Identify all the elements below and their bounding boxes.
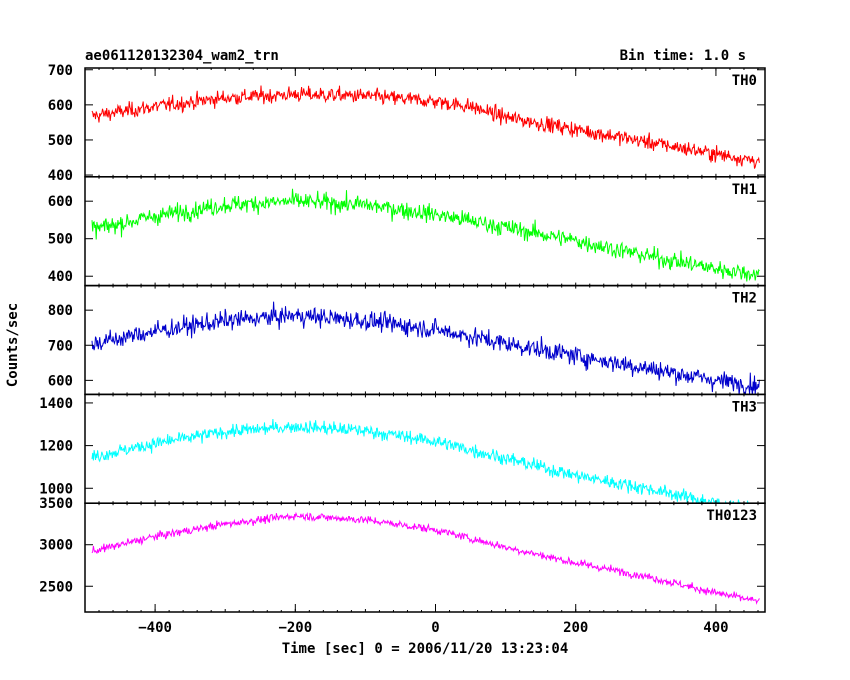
panel-th1: 400 500 600 TH1 bbox=[48, 176, 766, 287]
y-tick-label: 800 bbox=[48, 303, 73, 319]
series-label-th0: TH0 bbox=[732, 73, 757, 89]
panel-frame bbox=[84, 393, 766, 504]
bin-time-label: Bin time: 1.0 s bbox=[620, 48, 746, 64]
panel-th0: 400 500 600 700 TH0 bbox=[48, 63, 766, 184]
panel-frame bbox=[84, 176, 766, 287]
series-label-th1: TH1 bbox=[732, 182, 757, 198]
y-tick-label: 3500 bbox=[39, 496, 73, 512]
y-tick-label: 400 bbox=[48, 269, 73, 285]
y-tick-label: 600 bbox=[48, 194, 73, 210]
y-tick-label: 400 bbox=[48, 168, 73, 184]
y-axis-label: Counts/sec bbox=[5, 303, 21, 387]
chart-title: ae061120132304_wam2_trn bbox=[85, 48, 279, 64]
y-tick-label: 700 bbox=[48, 338, 73, 354]
x-tick-label: 200 bbox=[563, 620, 588, 636]
y-tick-label: 2500 bbox=[39, 579, 73, 595]
series-line-th3 bbox=[91, 418, 752, 504]
y-tick-label: 1400 bbox=[39, 396, 73, 412]
panel-frame bbox=[84, 67, 766, 178]
series-line-th0 bbox=[91, 85, 760, 169]
y-tick-label: 600 bbox=[48, 373, 73, 389]
panel-frame bbox=[84, 502, 766, 613]
x-tick-label: 0 bbox=[431, 620, 439, 636]
series-label-th3: TH3 bbox=[732, 399, 757, 415]
series-label-th2: TH2 bbox=[732, 291, 757, 307]
panels-group: 400 500 600 700 TH0 400 500 600 TH1 600 700 800 TH2 1… bbox=[39, 63, 766, 636]
panel-frame bbox=[84, 284, 766, 396]
y-tick-label: 500 bbox=[48, 232, 73, 248]
panel-th3: 1000 1200 1400 TH3 bbox=[39, 393, 766, 504]
y-tick-label: 600 bbox=[48, 98, 73, 114]
y-tick-label: 1000 bbox=[39, 481, 73, 497]
panel-th2: 600 700 800 TH2 bbox=[48, 284, 766, 396]
y-tick-label: 500 bbox=[48, 133, 73, 149]
y-tick-label: 1200 bbox=[39, 439, 73, 455]
x-tick-label: 400 bbox=[703, 620, 728, 636]
series-label-th0123: TH0123 bbox=[706, 508, 757, 524]
series-line-th0123 bbox=[91, 511, 760, 605]
y-tick-label: 700 bbox=[48, 63, 73, 79]
y-tick-label: 3000 bbox=[39, 538, 73, 554]
x-tick-label: −200 bbox=[278, 620, 312, 636]
series-line-th2 bbox=[91, 301, 760, 395]
x-axis-label: Time [sec] 0 = 2006/11/20 13:23:04 bbox=[282, 641, 569, 657]
panel-th0123: 2500 3000 3500 TH0123 bbox=[39, 496, 766, 613]
series-line-th1 bbox=[91, 188, 760, 282]
x-tick-label: −400 bbox=[138, 620, 172, 636]
